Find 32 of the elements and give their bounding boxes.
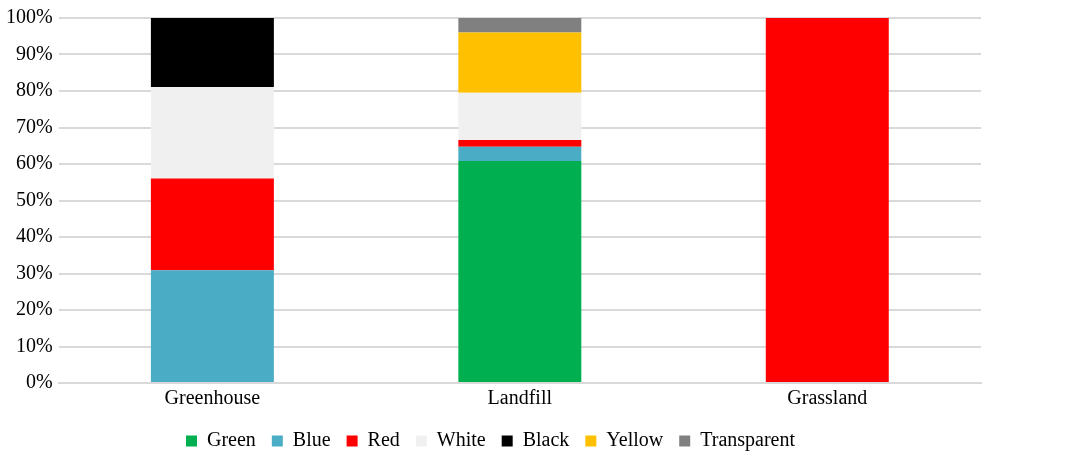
y-tick-label: 90% <box>15 41 53 64</box>
y-tick-label: 30% <box>15 260 53 283</box>
y-tick-label: 10% <box>15 333 53 356</box>
legend-label: Green <box>206 428 256 451</box>
bar <box>458 161 582 382</box>
x-tick-label: Grassland <box>787 386 868 409</box>
bar <box>458 32 582 93</box>
y-tick-label: 80% <box>15 78 53 101</box>
y-tick-label: 0% <box>25 370 53 393</box>
y-tick-label: 70% <box>15 114 53 137</box>
legend-label: Black <box>522 428 570 451</box>
bar <box>458 18 582 33</box>
bar <box>458 146 582 162</box>
y-tick-label: 100% <box>5 5 53 28</box>
bar <box>458 139 582 147</box>
x-tick-label: Greenhouse <box>164 386 261 409</box>
legend-label: Red <box>367 428 400 451</box>
legend-label: Yellow <box>606 428 664 451</box>
y-tick-label: 40% <box>15 224 53 247</box>
x-tick-label: Landfill <box>487 386 553 409</box>
legend-label: Blue <box>292 428 331 451</box>
bar <box>150 86 274 179</box>
legend-label: Transparent <box>700 428 796 452</box>
bar <box>150 178 274 271</box>
y-tick-label: 20% <box>15 297 53 320</box>
legend-label: White <box>436 428 486 451</box>
bar <box>150 18 274 87</box>
y-tick-label: 50% <box>15 187 53 210</box>
bar <box>765 18 889 382</box>
bar <box>150 270 274 382</box>
bar <box>458 92 582 140</box>
y-tick-label: 60% <box>15 151 53 174</box>
